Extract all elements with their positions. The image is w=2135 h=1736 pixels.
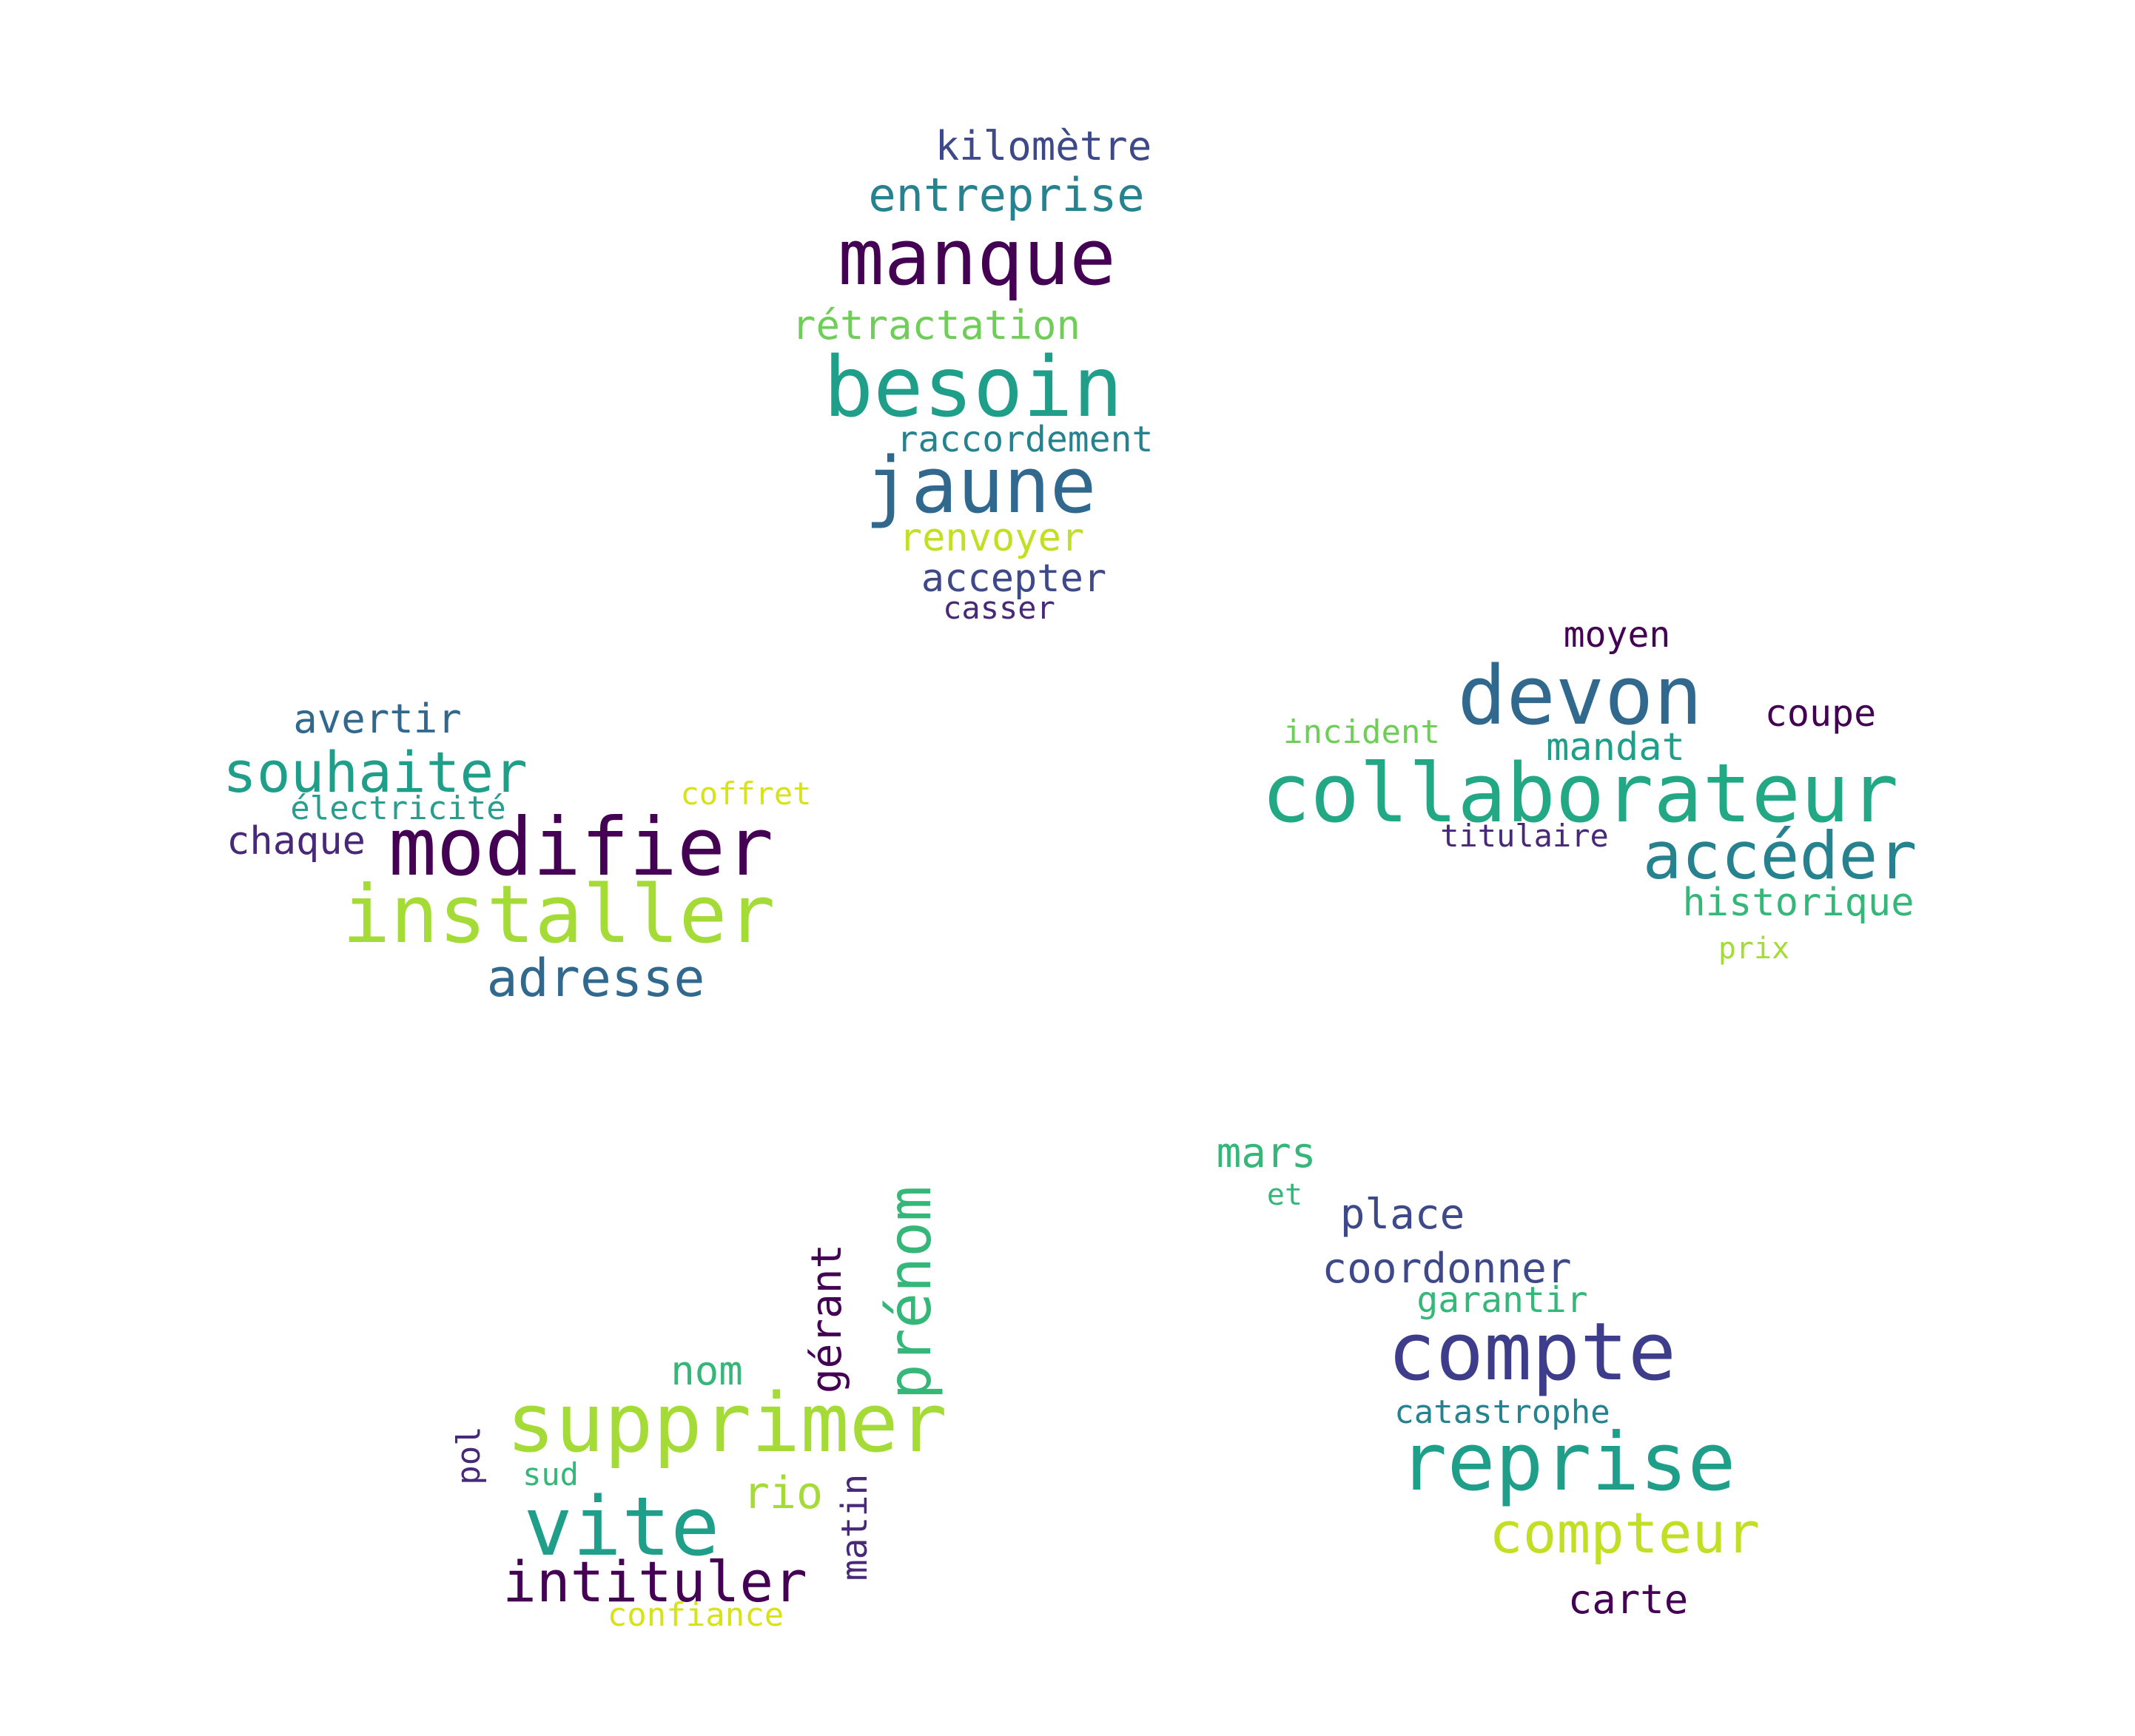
word-titulaire: titulaire [1440,818,1609,854]
word-avertir: avertir [293,696,462,742]
word-raccordement: raccordement [896,419,1154,460]
word-entreprise: entreprise [868,168,1145,222]
word-et: et [1266,1178,1303,1212]
word-compteur: compteur [1488,1500,1761,1566]
word-coupe: coupe [1764,692,1877,735]
word-historique: historique [1682,881,1914,925]
word-nom: nom [670,1348,743,1394]
word-mandat: mandat [1546,725,1685,770]
word-collaborateur: collaborateur [1261,746,1899,841]
word-electricite: électricité [290,790,506,827]
word-catastrophe: catastrophe [1394,1393,1610,1431]
word-incident: incident [1283,713,1440,751]
word-coffret: coffret [680,776,812,812]
word-reprise: reprise [1399,1416,1736,1509]
word-retractation: rétractation [791,302,1081,349]
word-jaune: jaune [864,440,1097,531]
word-garantir: garantir [1416,1279,1588,1321]
word-carte: carte [1567,1576,1689,1623]
word-souhaiter: souhaiter [223,739,528,805]
word-accepter: accepter [921,556,1107,601]
word-vite: vite [523,1479,720,1574]
word-mars: mars [1216,1129,1317,1177]
word-acceder: accéder [1642,818,1917,894]
word-kilometre: kilomètre [935,123,1152,169]
word-manque: manque [838,212,1116,303]
word-place: place [1339,1191,1465,1239]
word-sud: sud [522,1456,579,1493]
word-chaque: chaque [226,819,366,864]
word-compte: compte [1387,1306,1677,1399]
word-supprimer: supprimer [505,1376,948,1470]
word-prix: prix [1718,932,1790,966]
word-devon: devon [1457,648,1703,743]
word-rio: rio [742,1467,824,1519]
word-coordonner: coordonner [1322,1245,1572,1293]
word-casser: casser [943,590,1055,626]
word-confiance: confiance [607,1596,784,1634]
word-installer: installer [342,869,776,961]
word-moyen: moyen [1563,614,1671,656]
word-renvoyer: renvoyer [898,516,1085,560]
word-adresse: adresse [486,948,705,1009]
word-intituler: intituler [502,1549,807,1615]
word-modifier: modifier [388,801,774,894]
word-besoin: besoin [823,340,1123,436]
